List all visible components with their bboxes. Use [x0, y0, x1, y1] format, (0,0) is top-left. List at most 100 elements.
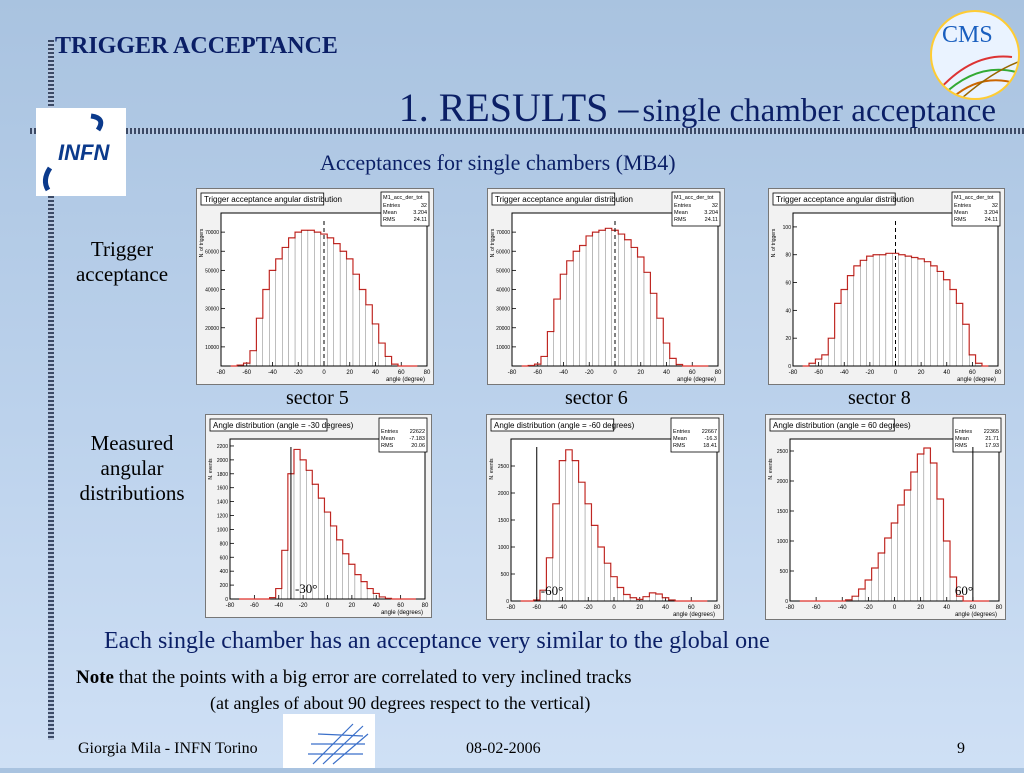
- stats-value: 32: [992, 203, 998, 209]
- stats-name: M1_acc_der_tot: [674, 195, 714, 201]
- stats-box: M1_acc_der_tot Entries 32 Mean 3.204 RMS 24.11: [671, 191, 721, 227]
- y-tick-label: 40: [785, 308, 791, 314]
- infn-logo: INFN: [36, 108, 126, 196]
- y-axis-label: N. events: [208, 458, 214, 480]
- x-axis-label: angle (degrees): [673, 612, 715, 618]
- slide-subtitle: Acceptances for single chambers (MB4): [320, 150, 676, 175]
- x-tick-label: -40: [838, 605, 847, 611]
- y-tick-label: 2000: [217, 458, 228, 464]
- y-axis-label: N. events: [768, 458, 774, 480]
- stats-value: 32: [421, 203, 427, 209]
- stats-key: Entries: [381, 429, 398, 435]
- stats-value: 22365: [984, 429, 999, 435]
- x-axis-label: angle (degree): [677, 377, 716, 383]
- y-tick-label: 60: [785, 281, 791, 287]
- x-tick-label: 0: [894, 370, 898, 376]
- plot-frame: [229, 438, 426, 600]
- y-tick-label: 1000: [777, 539, 788, 545]
- stats-value: 24.11: [414, 217, 427, 223]
- histogram-bin: [962, 324, 970, 367]
- title-rest: single chamber acceptance: [642, 93, 996, 129]
- title-box: [769, 418, 895, 432]
- y-tick-label: 60000: [205, 249, 219, 255]
- x-tick-label: 80: [422, 603, 429, 609]
- x-tick-label: -60: [532, 605, 541, 611]
- x-tick-label: -60: [250, 603, 259, 609]
- footer-date: 08-02-2006: [466, 740, 541, 757]
- histogram-bin: [378, 342, 386, 367]
- x-tick-label: 20: [346, 370, 353, 376]
- stats-value: 22667: [702, 429, 717, 435]
- y-axis-label: N. of triggers: [490, 228, 496, 257]
- infn-logo-text: INFN: [58, 140, 110, 165]
- chart-sector5-acceptance: Trigger acceptance angular distribution M…: [196, 188, 434, 385]
- stats-box: M1_acc_der_tot Entries 32 Mean 3.204 RMS 24.11: [951, 191, 1001, 227]
- stats-key: Mean: [955, 436, 969, 442]
- x-tick-label: 80: [714, 605, 721, 611]
- x-axis-label: angle (degrees): [381, 610, 423, 616]
- y-tick-label: 50000: [496, 268, 510, 274]
- y-tick-label: 600: [220, 555, 229, 561]
- x-tick-label: 20: [917, 605, 924, 611]
- stats-key: Entries: [954, 203, 971, 209]
- y-tick-label: 2500: [777, 449, 788, 455]
- histogram-bin: [969, 354, 976, 367]
- chart-angle-minus60: Angle distribution (angle = -60 degrees)…: [486, 414, 724, 620]
- sector-label-8: sector 8: [848, 387, 911, 409]
- x-tick-label: -80: [508, 370, 517, 376]
- histogram-bin: [373, 593, 380, 600]
- stats-frame: [670, 417, 720, 453]
- stats-value: 17.93: [985, 443, 999, 449]
- stats-key: RMS: [955, 443, 968, 449]
- cms-logo-text: CMS: [942, 22, 993, 48]
- angle-label: -60°: [541, 583, 564, 598]
- x-tick-label: -80: [217, 370, 226, 376]
- x-tick-label: 20: [918, 370, 925, 376]
- stats-key: Mean: [954, 210, 968, 216]
- title-box: [772, 192, 896, 206]
- x-tick-label: -80: [789, 370, 798, 376]
- y-tick-label: 80: [785, 253, 791, 259]
- chart-title: Angle distribution (angle = -60 degrees): [494, 421, 635, 430]
- histogram-bin: [385, 356, 392, 367]
- x-tick-label: -20: [584, 605, 593, 611]
- y-tick-label: 500: [501, 572, 510, 578]
- y-tick-label: 800: [220, 541, 229, 547]
- x-tick-label: 40: [943, 605, 950, 611]
- stats-value: 24.11: [705, 217, 718, 223]
- y-tick-label: 20: [785, 336, 791, 342]
- chart-angle-minus30: Angle distribution (angle = -30 degrees)…: [205, 414, 432, 618]
- x-tick-label: 80: [424, 370, 431, 376]
- y-tick-label: 0: [788, 364, 791, 370]
- row-label-trigger: Trigger acceptance: [62, 237, 182, 287]
- stats-value: 22622: [410, 429, 425, 435]
- stats-key: RMS: [383, 217, 396, 223]
- x-tick-label: -60: [814, 370, 823, 376]
- chart-title: Angle distribution (angle = 60 degrees): [773, 421, 911, 430]
- plot-frame: [510, 438, 718, 602]
- y-tick-label: 1000: [217, 527, 228, 533]
- row-label-line: acceptance: [75, 262, 169, 286]
- y-tick-label: 2000: [777, 479, 788, 485]
- sector-label-5: sector 5: [286, 387, 349, 409]
- cms-logo: CMS: [930, 10, 1020, 100]
- x-tick-label: -60: [533, 370, 542, 376]
- x-tick-label: 0: [612, 605, 616, 611]
- y-tick-label: 10000: [496, 345, 510, 351]
- histogram-bin: [656, 318, 664, 367]
- x-tick-label: -20: [864, 605, 873, 611]
- stats-frame: [378, 417, 428, 453]
- y-tick-label: 1400: [217, 500, 228, 506]
- stats-value: 24.11: [985, 217, 998, 223]
- chart-sector8-acceptance: Trigger acceptance angular distribution M…: [768, 188, 1005, 385]
- chart-title: Trigger acceptance angular distribution: [495, 195, 633, 204]
- y-axis-label: N. events: [489, 458, 495, 480]
- x-axis-label: angle (degree): [386, 377, 425, 383]
- x-tick-label: -20: [294, 370, 303, 376]
- histogram-bin: [668, 599, 676, 602]
- plot-frame: [789, 438, 1000, 602]
- y-tick-label: 70000: [496, 230, 510, 236]
- row-label-line: angular: [100, 456, 164, 480]
- x-tick-label: 20: [636, 605, 643, 611]
- stats-box: Entries 22622 Mean -7.183 RMS 20.06: [378, 417, 428, 453]
